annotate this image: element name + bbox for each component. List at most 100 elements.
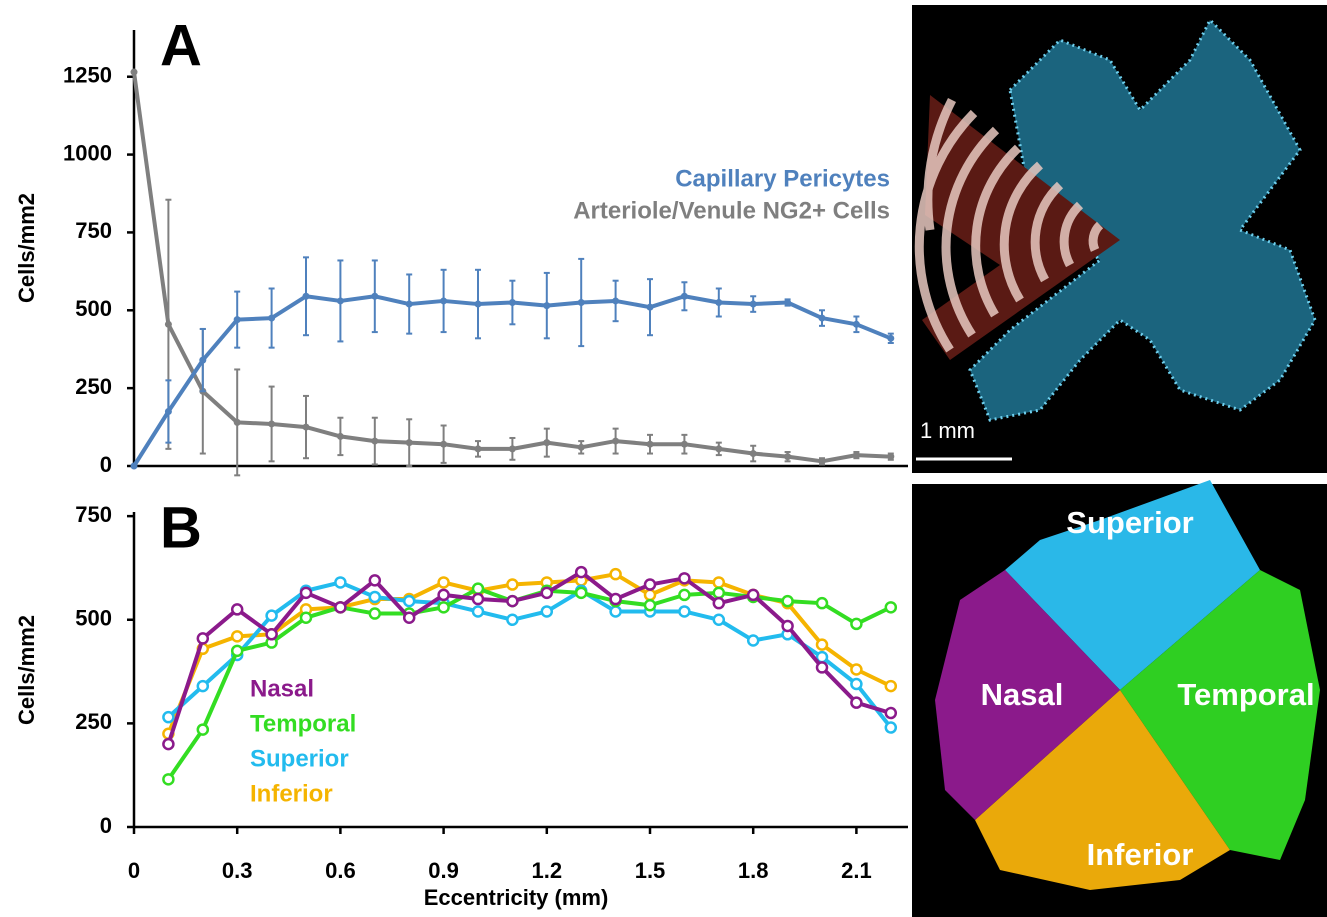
data-point [681,441,688,448]
data-point [370,592,380,602]
data-point [612,297,619,304]
data-point [612,438,619,445]
data-point [679,590,689,600]
data-point [681,293,688,300]
data-point [165,408,172,415]
data-point [576,567,586,577]
data-point [645,580,655,590]
legend-entry: Nasal [250,675,314,702]
data-point [887,335,894,342]
data-point [234,419,241,426]
data-point [267,611,277,621]
data-point [439,590,449,600]
data-point [335,577,345,587]
legend-entry: Superior [250,745,349,772]
data-point [370,609,380,619]
series-line [134,72,891,461]
data-point [404,613,414,623]
data-point [199,357,206,364]
data-point [714,615,724,625]
data-point [440,441,447,448]
y-tick-label: 0 [100,813,112,838]
data-point [784,299,791,306]
data-point [234,316,241,323]
legend-entry: Arteriole/Venule NG2+ Cells [573,197,890,224]
legend-entry: Temporal [250,710,356,737]
x-tick-label: 1.5 [635,858,666,883]
data-point [370,575,380,585]
data-point [645,600,655,610]
region-label: Inferior [1087,837,1194,872]
y-tick-label: 1000 [63,140,112,165]
y-tick-label: 250 [75,374,112,399]
retina-image-b: Superior Nasal Temporal Inferior [912,480,1327,917]
data-point [611,569,621,579]
data-point [645,590,655,600]
data-point [337,297,344,304]
data-point [335,602,345,612]
data-point [507,615,517,625]
data-point [748,635,758,645]
region-label: Nasal [981,677,1064,712]
data-point [715,445,722,452]
data-point [542,588,552,598]
data-point [163,774,173,784]
retina-image-a: 1 mm [912,5,1327,473]
data-point [439,602,449,612]
data-point [817,640,827,650]
data-point [611,606,621,616]
data-point [853,452,860,459]
data-point [851,698,861,708]
data-point [783,621,793,631]
data-point [165,321,172,328]
x-tick-label: 2.1 [841,858,872,883]
data-point [267,629,277,639]
data-point [819,458,826,465]
data-point [232,604,242,614]
data-point [714,577,724,587]
data-point [301,588,311,598]
data-point [750,450,757,457]
y-tick-label: 500 [75,296,112,321]
data-point [198,725,208,735]
data-point [131,69,138,76]
y-tick-label: 750 [75,502,112,527]
x-tick-label: 0.9 [428,858,459,883]
data-point [886,681,896,691]
data-point [853,321,860,328]
y-axis-label: Cells/mm2 [14,615,39,725]
data-point [886,708,896,718]
data-point [507,596,517,606]
data-point [851,619,861,629]
y-tick-label: 500 [75,606,112,631]
data-point [647,441,654,448]
data-point [439,577,449,587]
data-point [404,596,414,606]
data-point [268,420,275,427]
series [131,69,895,476]
figure: 1 mm Superior Nasal Temporal Inferior 0 2… [0,0,1327,917]
data-point [578,444,585,451]
data-point [507,580,517,590]
data-point [475,445,482,452]
data-point [817,598,827,608]
panel-label: B [160,495,202,560]
data-point [406,439,413,446]
data-point [131,463,138,470]
data-point [509,299,516,306]
data-point [578,299,585,306]
data-point [337,433,344,440]
data-point [440,297,447,304]
y-tick-label: 750 [75,218,112,243]
data-point [851,665,861,675]
data-point [783,596,793,606]
data-point [198,681,208,691]
data-point [163,739,173,749]
data-point [163,712,173,722]
y-tick-label: 250 [75,709,112,734]
data-point [268,315,275,322]
scale-bar-label: 1 mm [920,418,975,443]
x-tick-label: 0 [128,858,140,883]
x-tick-label: 1.8 [738,858,769,883]
data-point [232,631,242,641]
